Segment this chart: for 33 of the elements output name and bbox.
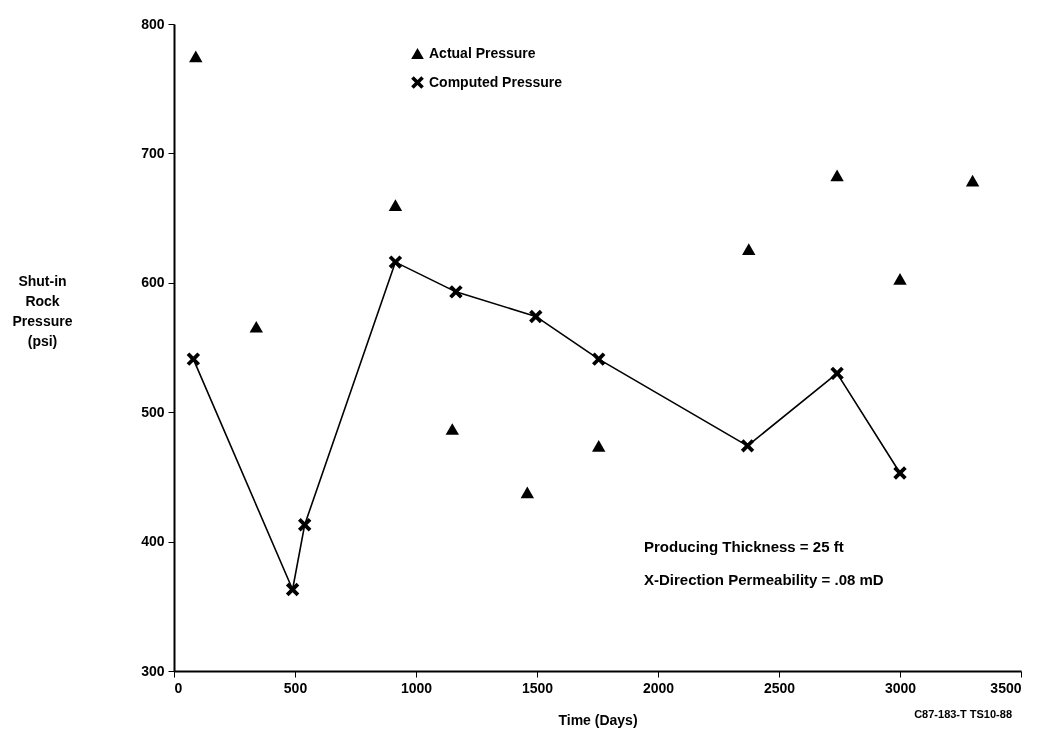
point — [388, 199, 403, 211]
point — [830, 169, 844, 182]
x-tick-label: 2500 — [763, 679, 796, 696]
y-tick-label: 500 — [141, 403, 165, 420]
annotation: Producing Thickness = 25 ft — [644, 538, 844, 555]
x-tick-label: 1000 — [400, 679, 433, 696]
point — [520, 486, 535, 499]
legend-label: Actual Pressure — [429, 44, 536, 61]
text: C87-183-T TS10-88 — [914, 708, 1012, 720]
point — [592, 440, 606, 452]
x-tick-label: 2000 — [642, 679, 675, 696]
point — [186, 352, 201, 366]
point — [189, 50, 203, 63]
x-tick-label: 3000 — [884, 679, 917, 696]
y-axis-title: Shut-in Rock Pressure (psi) — [12, 272, 73, 349]
annotation: X-Direction Permeability = .08 mD — [644, 571, 884, 588]
point — [893, 273, 907, 285]
y-tick-label: 700 — [141, 144, 165, 161]
legend-label: Computed Pressure — [429, 73, 563, 90]
x-axis-title: Time (Days) — [558, 711, 638, 728]
point — [742, 243, 756, 255]
x-tick-label: 0 — [174, 679, 183, 696]
point — [965, 174, 980, 187]
x-tick-label: 500 — [283, 679, 308, 696]
point — [249, 320, 263, 333]
y-tick-label: 800 — [141, 15, 165, 32]
y-tick-label: 600 — [141, 274, 165, 291]
y-tick-label: 300 — [141, 662, 165, 679]
x-tick-label: 3500 — [990, 679, 1022, 696]
x-tick-label: 1500 — [521, 679, 554, 696]
point — [388, 255, 403, 269]
point — [445, 423, 460, 435]
y-tick-label: 400 — [141, 533, 165, 550]
